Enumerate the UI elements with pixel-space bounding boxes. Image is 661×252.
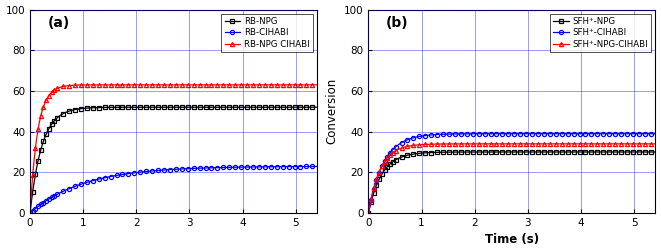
SFH⁺-NPG-CIHABI (652, 142, 660, 145)
RB-NPG CIHABI (311, 83, 319, 86)
SFH⁺-NPG (420, 151, 428, 154)
RB-CIHABI (137, 170, 145, 173)
SFH⁺-CIHABI (652, 132, 660, 135)
SFH⁺-CIHABI (420, 134, 428, 137)
SFH⁺-NPG (513, 150, 521, 153)
RB-NPG CIHABI (175, 83, 182, 86)
Text: (b): (b) (385, 16, 408, 30)
RB-NPG (175, 106, 182, 109)
SFH⁺-NPG-CIHABI (449, 142, 457, 145)
SFH⁺-NPG (377, 175, 385, 178)
SFH⁺-NPG (652, 150, 660, 153)
Legend: RB-NPG, RB-CIHABI, RB-NPG CIHABI: RB-NPG, RB-CIHABI, RB-NPG CIHABI (221, 14, 313, 52)
RB-NPG (26, 211, 34, 214)
RB-CIHABI (38, 202, 46, 205)
SFH⁺-NPG (449, 151, 457, 154)
Line: SFH⁺-NPG-CIHABI: SFH⁺-NPG-CIHABI (366, 142, 658, 215)
SFH⁺-NPG-CIHABI (513, 142, 521, 145)
RB-NPG (313, 106, 321, 109)
SFH⁺-CIHABI (364, 211, 372, 214)
Line: SFH⁺-NPG: SFH⁺-NPG (366, 150, 658, 215)
Line: RB-CIHABI: RB-CIHABI (28, 164, 319, 215)
RB-CIHABI (82, 181, 90, 184)
SFH⁺-NPG-CIHABI (476, 142, 484, 145)
RB-NPG (219, 106, 227, 109)
Y-axis label: Conversion: Conversion (325, 78, 338, 144)
SFH⁺-NPG-CIHABI (420, 143, 428, 146)
SFH⁺-NPG-CIHABI (364, 211, 372, 214)
RB-NPG CIHABI (137, 83, 145, 86)
SFH⁺-NPG (558, 150, 566, 153)
RB-NPG (111, 106, 119, 109)
RB-CIHABI (219, 166, 227, 169)
RB-NPG (38, 144, 46, 147)
RB-NPG CIHABI (219, 83, 227, 86)
SFH⁺-CIHABI (377, 168, 385, 171)
X-axis label: Time (s): Time (s) (485, 233, 539, 246)
RB-NPG CIHABI (82, 83, 90, 86)
Line: SFH⁺-CIHABI: SFH⁺-CIHABI (366, 132, 658, 215)
RB-CIHABI (26, 211, 34, 214)
RB-CIHABI (175, 168, 182, 171)
Text: (a): (a) (48, 16, 69, 30)
SFH⁺-NPG-CIHABI (558, 142, 566, 145)
SFH⁺-NPG-CIHABI (377, 167, 385, 170)
Legend: SFH⁺-NPG, SFH⁺-CIHABI, SFH⁺-NPG-CIHABI: SFH⁺-NPG, SFH⁺-CIHABI, SFH⁺-NPG-CIHABI (550, 14, 651, 52)
RB-CIHABI (111, 174, 119, 177)
RB-CIHABI (313, 165, 321, 168)
SFH⁺-NPG (364, 211, 372, 214)
SFH⁺-CIHABI (449, 133, 457, 136)
RB-NPG CIHABI (38, 109, 46, 112)
RB-NPG CIHABI (26, 211, 34, 214)
RB-NPG CIHABI (111, 83, 119, 86)
RB-NPG (137, 106, 145, 109)
Line: RB-NPG: RB-NPG (28, 105, 319, 215)
SFH⁺-CIHABI (558, 132, 566, 135)
Line: RB-NPG CIHABI: RB-NPG CIHABI (28, 83, 319, 215)
RB-NPG CIHABI (313, 83, 321, 86)
SFH⁺-CIHABI (476, 132, 484, 135)
SFH⁺-NPG (476, 150, 484, 153)
RB-NPG (82, 107, 90, 110)
SFH⁺-CIHABI (513, 132, 521, 135)
